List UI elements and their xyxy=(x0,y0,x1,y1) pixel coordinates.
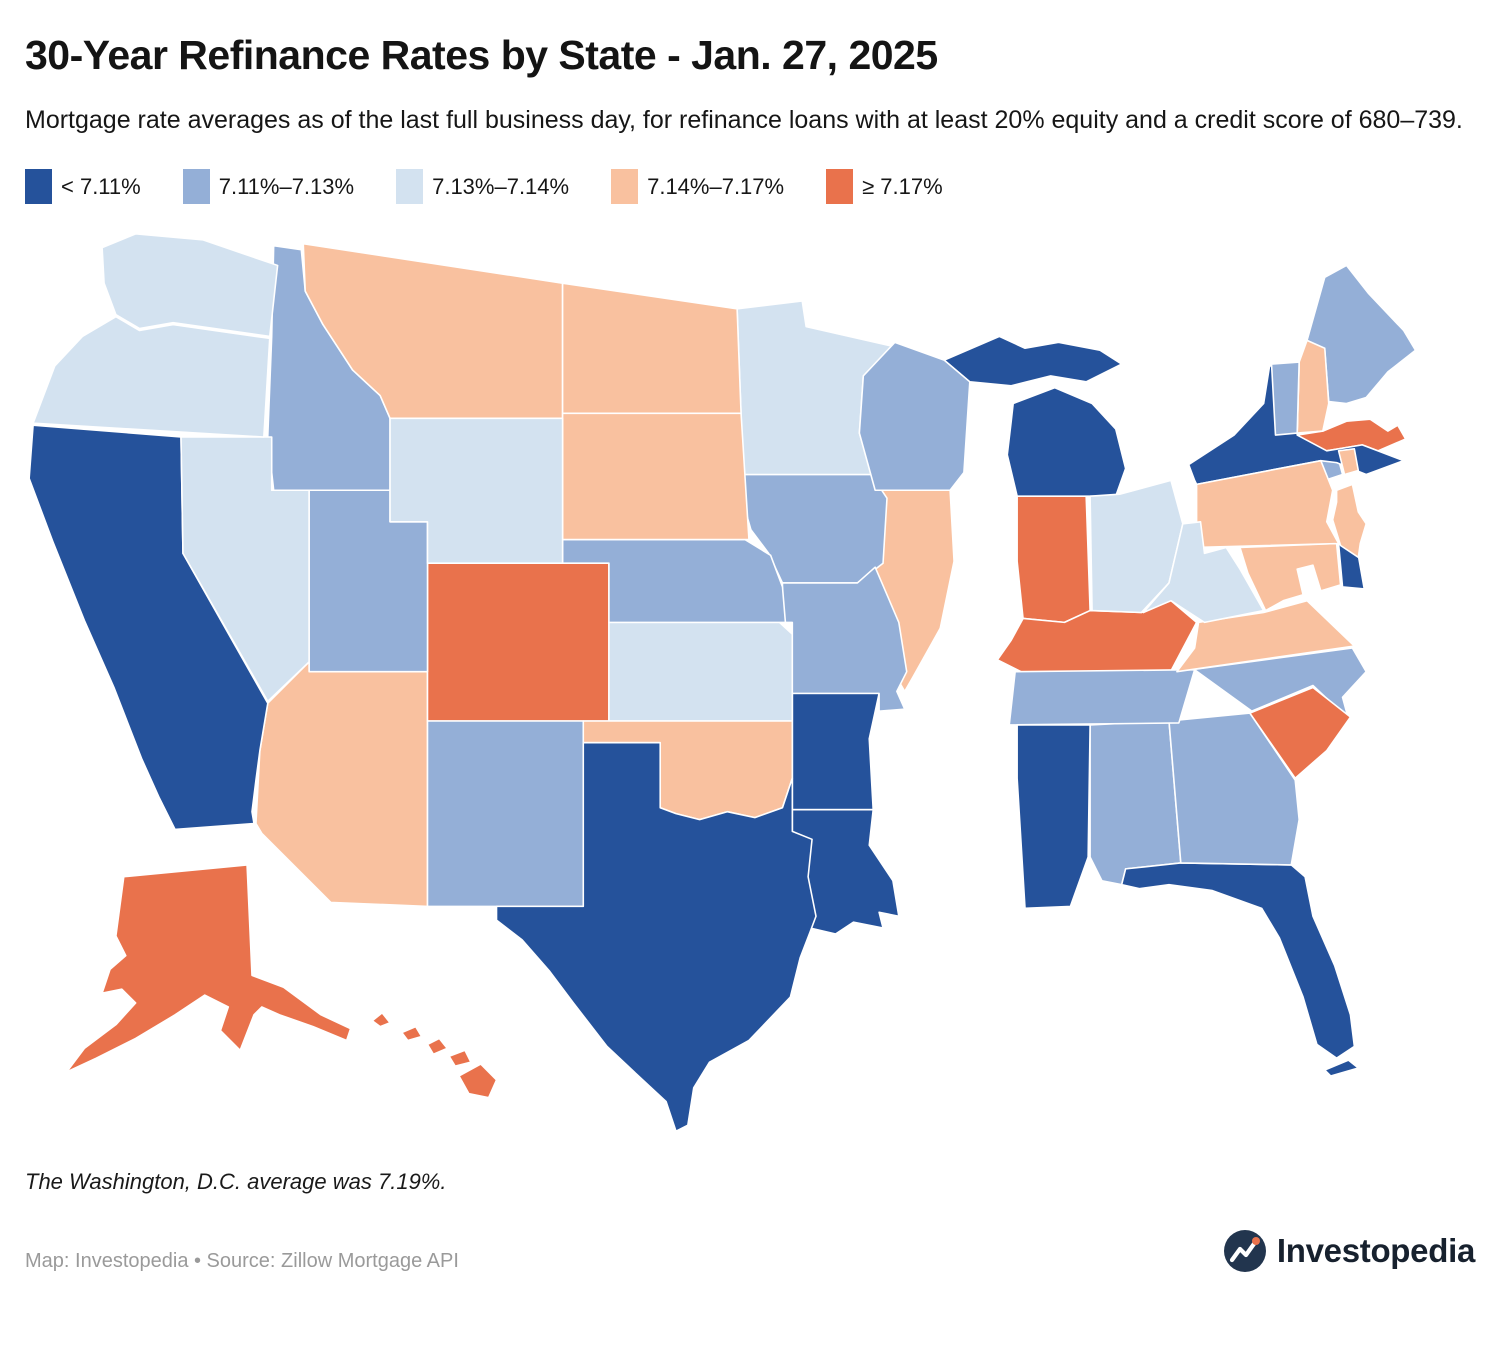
state-HI[interactable]: Hawaii xyxy=(371,1012,391,1028)
state-SD[interactable]: South Dakota xyxy=(561,412,750,541)
legend-item: ≥ 7.17% xyxy=(826,169,943,204)
state-TX[interactable]: Texas xyxy=(495,741,817,1132)
legend-item: 7.14%–7.17% xyxy=(611,169,784,204)
legend-swatch xyxy=(826,169,854,204)
legend-swatch xyxy=(611,169,639,204)
state-MS[interactable]: Mississippi xyxy=(1016,724,1091,910)
legend: < 7.11% 7.11%–7.13% 7.13%–7.14% 7.14%–7.17%… xyxy=(25,169,1475,204)
state-AL[interactable]: Alabama xyxy=(1089,720,1182,886)
legend-label: 7.11%–7.13% xyxy=(218,173,355,199)
state-FL[interactable]: Florida xyxy=(1323,1059,1360,1077)
state-NJ[interactable]: New Jersey xyxy=(1331,483,1367,559)
investopedia-logo-icon xyxy=(1223,1230,1266,1272)
state-AK[interactable]: Alaska xyxy=(65,864,352,1073)
state-VA[interactable]: Virginia xyxy=(1176,599,1356,673)
state-NE[interactable]: Nebraska xyxy=(561,538,787,624)
legend-item: 7.11%–7.13% xyxy=(182,169,355,204)
state-TN[interactable]: Tennessee xyxy=(1008,668,1196,726)
state-KY[interactable]: Kentucky xyxy=(996,599,1198,676)
legend-item: < 7.11% xyxy=(25,169,141,204)
legend-swatch xyxy=(182,169,210,204)
legend-swatch xyxy=(396,169,424,204)
page-title: 30-Year Refinance Rates by State - Jan. … xyxy=(25,32,938,78)
state-FL[interactable]: Florida xyxy=(1120,862,1356,1059)
state-WA[interactable]: Washington xyxy=(101,233,279,338)
state-ND[interactable]: North Dakota xyxy=(561,282,742,415)
legend-label: 7.14%–7.17% xyxy=(647,173,785,199)
state-HI[interactable]: Hawaii xyxy=(448,1049,472,1067)
legend-item: 7.13%–7.14% xyxy=(396,169,569,204)
state-WY[interactable]: Wyoming xyxy=(389,417,564,565)
state-SC[interactable]: South Carolina xyxy=(1249,686,1352,779)
state-HI[interactable]: Hawaii xyxy=(458,1063,498,1099)
investopedia-logo-text: Investopedia xyxy=(1276,1232,1475,1269)
us-choropleth-map: AlabamaAlaskaArizonaArkansasCaliforniaCo… xyxy=(28,233,1417,1132)
legend-swatch xyxy=(25,169,52,204)
credit-row: Map: Investopedia • Source: Zillow Mortg… xyxy=(25,1229,1475,1273)
state-OR[interactable]: Oregon xyxy=(32,315,271,438)
state-WI[interactable]: Wisconsin xyxy=(858,341,971,492)
state-AZ[interactable]: Arizona xyxy=(255,661,429,908)
state-HI[interactable]: Hawaii xyxy=(426,1037,449,1056)
state-KS[interactable]: Kansas xyxy=(608,621,794,722)
legend-label: 7.13%–7.14% xyxy=(432,173,570,199)
map-container: AlabamaAlaskaArizonaArkansasCaliforniaCo… xyxy=(25,226,1475,1143)
state-AR[interactable]: Arkansas xyxy=(791,692,880,811)
state-IN[interactable]: Indiana xyxy=(1016,495,1091,624)
page: 30-Year Refinance Rates by State - Jan. … xyxy=(25,32,1475,1273)
state-HI[interactable]: Hawaii xyxy=(401,1025,423,1042)
state-NM[interactable]: New Mexico xyxy=(426,720,585,908)
state-RI[interactable]: Rhode Island xyxy=(1337,448,1360,476)
legend-label: ≥ 7.17% xyxy=(862,173,943,199)
state-MO[interactable]: Missouri xyxy=(781,566,908,712)
state-CO[interactable]: Colorado xyxy=(426,562,610,722)
source-credit: Map: Investopedia • Source: Zillow Mortg… xyxy=(25,1250,459,1272)
dc-footnote: The Washington, D.C. average was 7.19%. xyxy=(25,1169,447,1194)
state-MI[interactable]: Michigan xyxy=(1006,386,1127,497)
state-MI[interactable]: Michigan xyxy=(943,335,1123,387)
state-MD[interactable]: Maryland xyxy=(1239,542,1342,612)
state-WV[interactable]: West Virginia xyxy=(1142,521,1265,624)
state-NH[interactable]: New Hampshire xyxy=(1296,339,1330,434)
state-VT[interactable]: Vermont xyxy=(1270,361,1300,436)
legend-label: < 7.11% xyxy=(61,173,141,199)
page-subtitle: Mortgage rate averages as of the last fu… xyxy=(25,106,1463,134)
investopedia-logo[interactable]: Investopedia xyxy=(1223,1229,1475,1273)
